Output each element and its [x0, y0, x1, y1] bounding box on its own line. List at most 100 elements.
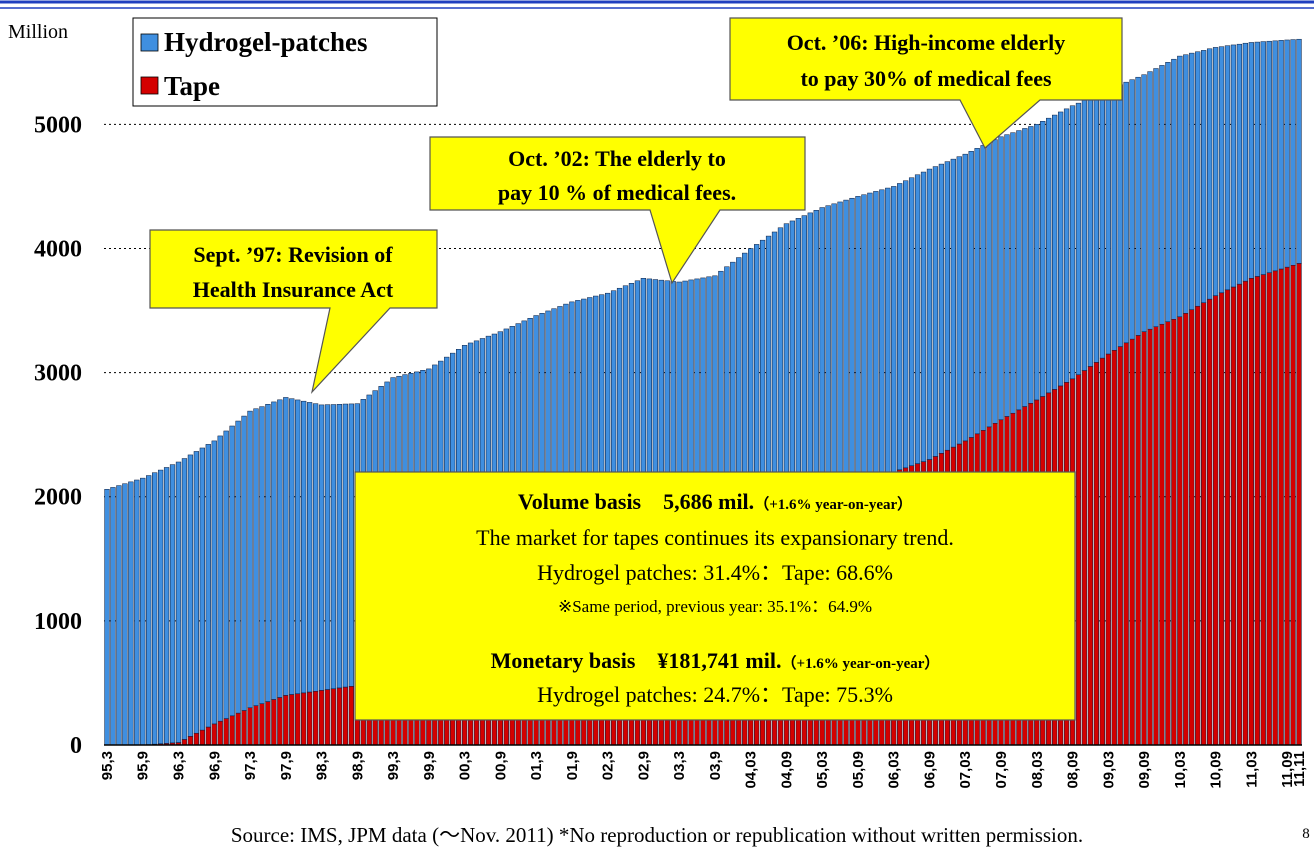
bar-segment	[1278, 40, 1284, 270]
x-tick-label: 98,3	[314, 751, 331, 780]
bar-segment	[891, 186, 897, 473]
bar-segment	[253, 408, 259, 706]
bar-segment	[1296, 38, 1302, 264]
bar-segment	[295, 399, 301, 694]
bar-segment	[1242, 42, 1249, 282]
bar-segment	[968, 151, 974, 438]
bar-segment	[229, 425, 235, 717]
bar-segment	[229, 715, 235, 746]
x-tick-label: 10,03	[1172, 751, 1189, 789]
bar-segment	[1087, 97, 1094, 367]
bar-segment	[211, 440, 217, 725]
bar-segment	[1212, 295, 1219, 746]
axes: 0 1000 2000 3000 4000 5000 95,3 95,9 96,3 96,9 97,…	[34, 112, 1308, 788]
bar-segment	[908, 177, 915, 466]
bar-segment	[986, 142, 992, 428]
callout-text: Oct. ’06: High-income elderly	[787, 30, 1066, 55]
bar-segment	[1153, 68, 1159, 327]
x-tick-label: 97,3	[242, 751, 259, 780]
bar-segment	[1171, 318, 1177, 746]
bar-segment	[1189, 52, 1195, 310]
callout-shape	[429, 136, 806, 285]
bar-segment	[348, 686, 354, 746]
bar-segment	[152, 472, 158, 745]
bar-segment	[259, 703, 265, 746]
x-tick-label: 09,03	[1100, 751, 1117, 789]
x-tick-label: 10,09	[1208, 751, 1225, 789]
bar-segment	[795, 218, 801, 515]
bar-segment	[861, 194, 867, 485]
bar-segment	[1063, 108, 1070, 383]
bar-segment	[342, 686, 349, 746]
bar-segment	[1105, 89, 1111, 355]
bar-segment	[289, 398, 295, 695]
bar-segment	[241, 710, 247, 746]
bar-segment	[1224, 289, 1231, 746]
bar-segment	[265, 404, 271, 702]
summary-line: Volume basis 5,686 mil.（+1.6% year-on-ye…	[518, 489, 912, 514]
bar-segment	[1117, 84, 1123, 347]
bar-segment	[1177, 55, 1183, 318]
bar-segment	[1189, 309, 1195, 746]
bar-segment	[265, 701, 271, 746]
bar-segment	[1284, 266, 1290, 746]
bar-segment	[1290, 39, 1296, 266]
x-tick-label: 96,3	[171, 751, 188, 780]
x-tick-label: 04,03	[743, 751, 760, 789]
bar-segment	[128, 481, 134, 746]
bar-segment	[1099, 91, 1105, 359]
x-tick-label: 06,03	[886, 751, 903, 789]
x-tick-label: 08,03	[1029, 751, 1046, 789]
bar-segment	[241, 415, 247, 711]
bar-segment	[1236, 43, 1243, 285]
bar-segment	[163, 467, 170, 744]
x-tick-label: 00,3	[457, 751, 474, 780]
bar-segment	[104, 489, 110, 746]
bar-segment	[187, 454, 194, 737]
x-tick-label: 03,9	[707, 751, 724, 780]
bar-segment	[1248, 278, 1254, 746]
bar-segment	[312, 403, 319, 692]
bar-segment	[1123, 342, 1129, 746]
bar-segment	[1224, 45, 1231, 291]
bar-segment	[1016, 130, 1022, 411]
bar-segment	[1111, 350, 1117, 746]
bar-segment	[318, 404, 325, 691]
bar-segment	[324, 689, 331, 746]
bar-segment	[1195, 305, 1201, 746]
bar-segment	[1052, 114, 1058, 390]
bar-segment	[1141, 331, 1147, 746]
bar-segment	[1206, 298, 1213, 746]
bar-segment	[247, 707, 253, 746]
bar-segment	[903, 180, 909, 469]
bar-segment	[271, 699, 277, 746]
bar-segment	[253, 705, 259, 746]
bar-segment	[1254, 41, 1260, 277]
bar-segment	[1093, 362, 1100, 746]
bar-segment	[1248, 42, 1254, 279]
bar-segment	[807, 212, 813, 509]
legend-swatch	[140, 33, 159, 52]
x-tick-label: 95,3	[99, 751, 116, 780]
bar-segment	[223, 718, 229, 746]
bar-segment	[181, 458, 188, 740]
bar-segment	[122, 483, 128, 746]
bar-segment	[259, 406, 265, 704]
summary-text: Monetary basis ¥181,741 mil.	[491, 648, 782, 673]
bar-segment	[140, 477, 146, 746]
bar-segment	[801, 215, 807, 512]
bar-segment	[831, 203, 837, 498]
bar-segment	[1081, 100, 1088, 371]
bar-segment	[1266, 40, 1272, 273]
bar-segment	[1272, 270, 1278, 746]
summary-text: （+1.6% year-on-year）	[754, 495, 912, 513]
bar-segment	[157, 469, 164, 745]
bar-segment	[1230, 44, 1237, 288]
x-tick-label: 96,9	[206, 751, 223, 780]
bar-segment	[1201, 50, 1207, 303]
bar-segment	[914, 174, 921, 464]
bar-segment	[205, 726, 211, 746]
bar-segment	[211, 723, 217, 746]
bar-segment	[992, 139, 998, 424]
